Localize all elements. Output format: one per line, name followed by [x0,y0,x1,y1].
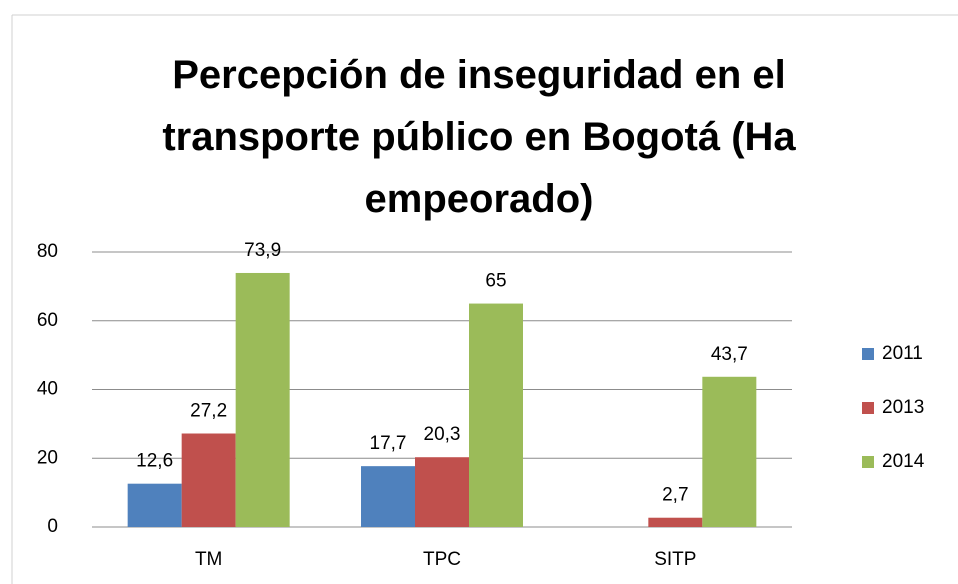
y-tick-label: 20 [37,447,58,468]
bar [235,272,290,527]
bar [469,303,523,527]
value-label: 17,7 [370,433,407,454]
y-tick-label: 80 [37,241,58,262]
legend-label: 2013 [882,397,924,418]
value-label: 73,9 [244,240,281,261]
x-tick-label: TPC [423,549,461,570]
value-label: 65 [485,271,506,292]
y-tick-label: 60 [37,310,58,331]
value-label: 27,2 [190,401,227,422]
legend-label: 2011 [882,343,923,364]
legend-swatch [862,456,874,468]
value-label: 43,7 [711,344,748,365]
bar [702,376,757,527]
bar [648,517,703,527]
legend-swatch [862,348,874,360]
legend-swatch [862,402,874,414]
x-tick-label: SITP [654,549,696,570]
chart-title: Percepción de inseguridad en el transpor… [162,53,796,221]
y-tick-label: 40 [37,379,58,400]
value-label: 12,6 [136,451,173,472]
bar [361,466,415,527]
bar [127,483,182,527]
value-label: 2,7 [662,485,688,506]
legend-label: 2014 [882,451,925,472]
x-tick-label: TM [195,549,222,570]
value-label: 20,3 [424,424,461,445]
y-tick-label: 0 [47,516,58,537]
bar [181,433,236,527]
bar [415,457,469,527]
